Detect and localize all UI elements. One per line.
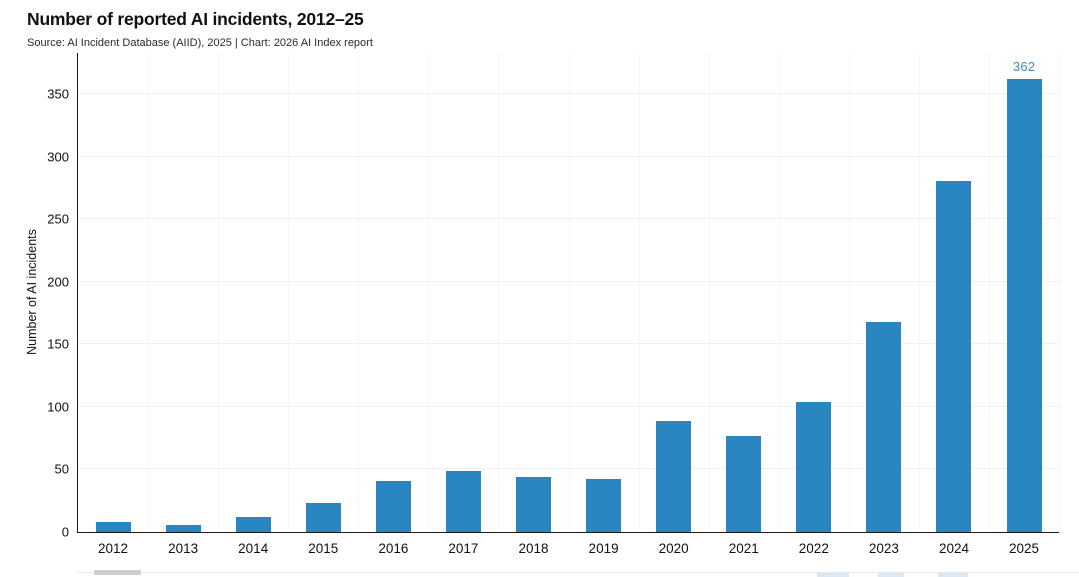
y-axis-tick-labels: 0 50 100 150 200 250 300 350 bbox=[0, 53, 69, 540]
bar-column: 2015 bbox=[288, 53, 358, 556]
y-tick-label: 100 bbox=[47, 399, 69, 415]
vertical-gridline bbox=[988, 53, 990, 532]
vertical-gridline bbox=[848, 53, 850, 532]
vertical-gridline bbox=[918, 53, 920, 532]
x-tick-label: 2017 bbox=[448, 541, 479, 556]
y-tick-label: 250 bbox=[47, 211, 69, 227]
bar-column: 2020 bbox=[639, 53, 709, 556]
vertical-gridline bbox=[778, 53, 780, 532]
bar-2015[interactable] bbox=[305, 503, 341, 532]
x-tick-label: 2012 bbox=[98, 541, 129, 556]
bar-2023[interactable] bbox=[866, 321, 902, 532]
bar-2013[interactable] bbox=[165, 524, 201, 532]
vertical-gridline bbox=[148, 53, 150, 532]
bar-column: 2012 bbox=[78, 53, 148, 556]
y-tick-label: 0 bbox=[61, 524, 69, 540]
x-tick-label: 2024 bbox=[938, 541, 969, 556]
x-tick-label: 2016 bbox=[378, 541, 409, 556]
bar-2017[interactable] bbox=[445, 470, 481, 532]
vertical-gridline bbox=[358, 53, 360, 532]
bar-2022[interactable] bbox=[796, 401, 832, 532]
next-chart-bar-sliver bbox=[878, 573, 904, 577]
x-tick-label: 2021 bbox=[728, 541, 759, 556]
vertical-gridline bbox=[1059, 53, 1060, 532]
bar-column: 2017 bbox=[428, 53, 498, 556]
y-tick-label: 200 bbox=[47, 274, 69, 290]
x-tick-label: 2020 bbox=[658, 541, 689, 556]
x-tick-label: 2023 bbox=[868, 541, 899, 556]
bar-chart-plot-area: 2012 2013 2014 2015 2016 2017 2018 2019 2020 2021… bbox=[77, 53, 1060, 556]
vertical-gridline bbox=[218, 53, 220, 532]
bar-2020[interactable] bbox=[656, 420, 692, 532]
bar-column: 2024 bbox=[919, 53, 989, 556]
vertical-gridline bbox=[288, 53, 290, 532]
chart-title: Number of reported AI incidents, 2012–25 bbox=[27, 9, 364, 29]
vertical-gridline bbox=[498, 53, 500, 532]
x-tick-label: 2014 bbox=[238, 541, 269, 556]
bar-column: 2014 bbox=[218, 53, 288, 556]
bar-2016[interactable] bbox=[375, 480, 411, 532]
y-tick-label: 50 bbox=[54, 461, 69, 477]
bar-column: 2021 bbox=[709, 53, 779, 556]
next-section-divider bbox=[76, 572, 1079, 573]
bar-column: 2019 bbox=[569, 53, 639, 556]
bar-2019[interactable] bbox=[586, 479, 622, 532]
bar-2018[interactable] bbox=[516, 476, 551, 532]
y-tick-label: 300 bbox=[47, 149, 69, 165]
x-tick-label: 2015 bbox=[308, 541, 339, 556]
vertical-gridline bbox=[638, 53, 640, 532]
bar-2014[interactable] bbox=[235, 517, 271, 532]
x-tick-label: 2025 bbox=[1009, 541, 1040, 556]
bar-2021[interactable] bbox=[726, 435, 762, 532]
vertical-gridline bbox=[708, 53, 710, 532]
next-section-cutoff-text bbox=[94, 570, 141, 575]
bar-column: 362 2025 bbox=[989, 53, 1059, 556]
vertical-gridline bbox=[428, 53, 430, 532]
x-tick-label: 2013 bbox=[168, 541, 199, 556]
bar-column: 2018 bbox=[498, 53, 568, 556]
x-tick-label: 2019 bbox=[588, 541, 619, 556]
y-tick-label: 150 bbox=[47, 336, 69, 352]
gridlines bbox=[78, 53, 1060, 532]
bar-value-label: 362 bbox=[1012, 59, 1036, 75]
bar-2025[interactable] bbox=[1006, 79, 1042, 532]
bar-2012[interactable] bbox=[95, 522, 131, 532]
next-chart-bar-sliver bbox=[817, 573, 849, 577]
chart-source: Source: AI Incident Database (AIID), 202… bbox=[27, 37, 373, 49]
bar-column: 2016 bbox=[358, 53, 428, 556]
bar-column: 2023 bbox=[849, 53, 919, 556]
bar-2024[interactable] bbox=[936, 180, 972, 532]
x-tick-label: 2022 bbox=[798, 541, 829, 556]
x-tick-label: 2018 bbox=[518, 541, 549, 556]
vertical-gridline bbox=[568, 53, 570, 532]
next-chart-bar-sliver bbox=[938, 573, 968, 577]
y-tick-label: 350 bbox=[47, 86, 69, 102]
bars-layer: 2012 2013 2014 2015 2016 2017 2018 2019 2020 2021… bbox=[78, 53, 1059, 556]
bar-column: 2022 bbox=[779, 53, 849, 556]
bar-column: 2013 bbox=[148, 53, 218, 556]
